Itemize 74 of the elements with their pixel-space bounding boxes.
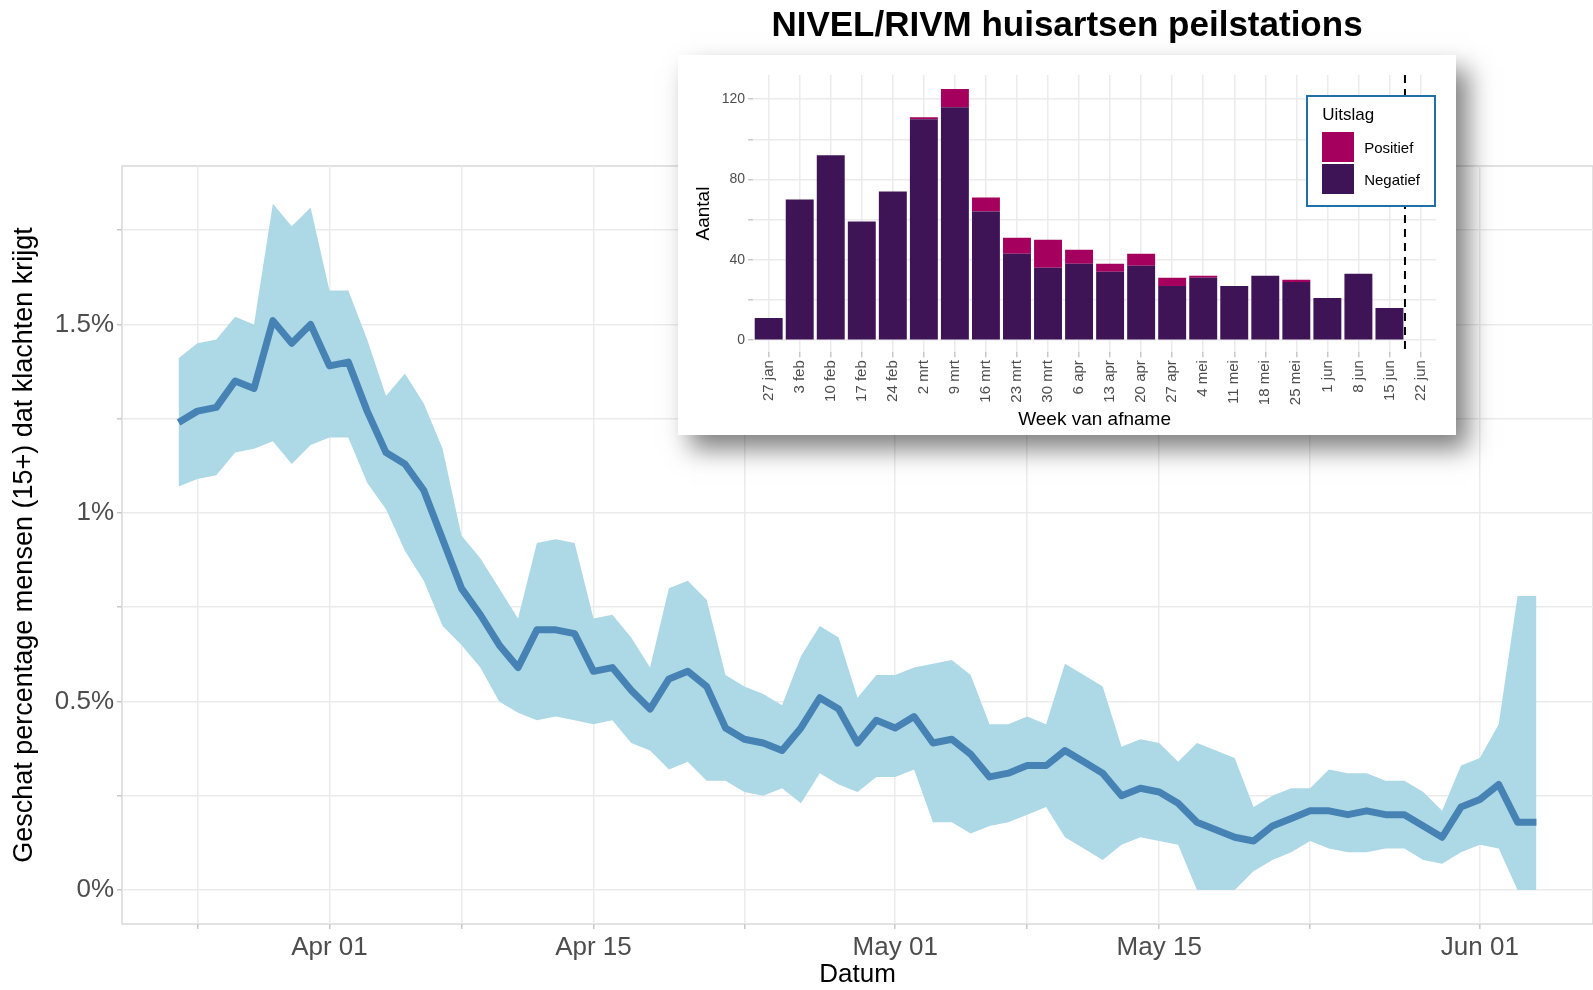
x-tick-label: 20 apr [1131, 360, 1149, 403]
y-tick-label: 1.5% [54, 307, 114, 338]
x-tick-label: Apr 01 [291, 930, 368, 961]
y-tick-label: 0% [76, 873, 114, 904]
x-tick-label: 13 apr [1100, 360, 1118, 403]
bar [1127, 253, 1156, 266]
bar [1158, 285, 1187, 340]
bar [971, 211, 1000, 340]
x-tick-label: 9 mrt [945, 359, 963, 395]
y-tick-label: 1% [76, 496, 114, 527]
x-tick-label: 2 mrt [914, 359, 932, 395]
x-tick-label: 23 mrt [1007, 359, 1025, 403]
chart-title: NIVEL/RIVM huisartsen peilstations [770, 4, 1364, 44]
x-axis-title: Week van afname [1018, 407, 1171, 429]
x-tick-label: May 15 [1116, 930, 1202, 961]
x-tick-label: Apr 15 [555, 930, 632, 961]
bar [754, 318, 783, 340]
y-tick-label: 0.5% [54, 684, 114, 715]
bar [1220, 285, 1249, 340]
x-tick-label: 22 jun [1410, 360, 1428, 402]
x-tick-label: 24 feb [882, 360, 900, 402]
x-tick-label: 3 feb [789, 360, 807, 394]
bar [1034, 239, 1062, 268]
bar [940, 89, 969, 108]
bar [1127, 265, 1156, 340]
x-tick-label: 30 mrt [1038, 359, 1056, 403]
y-tick-label: 80 [729, 170, 746, 187]
bar [785, 199, 814, 340]
y-tick-label: 0 [737, 330, 746, 347]
x-tick-label: 10 feb [820, 360, 838, 402]
bar [1189, 277, 1218, 340]
x-tick-label: May 01 [852, 930, 938, 961]
bar [1189, 275, 1218, 278]
bar [878, 191, 907, 340]
bar [909, 119, 938, 340]
bar [1034, 267, 1062, 340]
x-tick-label: 1 jun [1317, 360, 1335, 393]
x-tick-label: 27 jan [758, 360, 776, 402]
bar [1003, 237, 1031, 254]
x-tick-label: 27 apr [1162, 360, 1180, 403]
y-tick-label: 120 [721, 89, 746, 106]
x-tick-label: 25 mei [1286, 360, 1304, 406]
bar [1251, 275, 1280, 340]
bar [847, 221, 876, 340]
x-tick-label: 16 mrt [976, 359, 994, 403]
bar [940, 107, 969, 340]
x-tick-label: 11 mei [1224, 360, 1242, 405]
x-tick-label: 4 mei [1193, 360, 1211, 397]
bar [1375, 307, 1404, 340]
bar [1096, 263, 1125, 272]
bar [816, 155, 845, 340]
bar [909, 117, 938, 120]
y-tick-label: 40 [729, 250, 746, 267]
x-tick-label: Jun 01 [1440, 930, 1519, 961]
bar [1344, 273, 1373, 340]
legend-title: Uitslag [1322, 105, 1376, 125]
bar [1158, 277, 1187, 286]
y-axis-title: Aantal [691, 186, 713, 241]
x-tick-label: 18 mei [1255, 360, 1273, 406]
bar [1096, 271, 1125, 340]
bar [1313, 297, 1342, 340]
legend-label: Positief [1364, 138, 1414, 156]
x-tick-label: 15 jun [1379, 360, 1397, 402]
bar [1065, 263, 1094, 340]
bar [1065, 249, 1094, 264]
bar [1282, 281, 1311, 340]
x-tick-label: 6 apr [1069, 360, 1087, 395]
y-axis-title: Geschat percentage mensen (15+) dat klachten krijgt [7, 226, 38, 863]
bar [1282, 279, 1311, 282]
bar [1003, 253, 1031, 340]
legend-label: Negatief [1364, 170, 1420, 188]
bar [971, 197, 1000, 212]
x-tick-label: 8 jun [1348, 360, 1366, 393]
x-tick-label: 17 feb [851, 360, 869, 402]
